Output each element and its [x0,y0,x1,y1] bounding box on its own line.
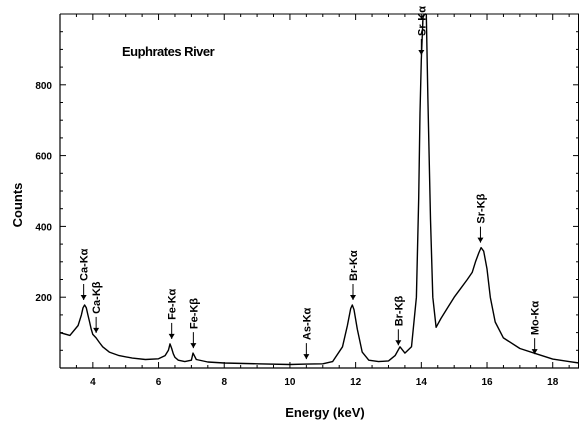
y-tick-label: 800 [35,81,52,92]
x-tick-label: 18 [547,377,559,388]
y-tick-label: 200 [35,293,52,304]
x-tick-label: 4 [90,377,96,388]
peak-label: Br-Kβ [393,295,405,326]
peak-arrow-head [80,294,87,300]
series-line-0 [60,14,579,366]
x-tick-label: 14 [416,377,428,388]
x-tick-label: 12 [350,377,362,388]
peak-arrow-head [93,327,100,333]
x-tick-label: 10 [284,377,296,388]
peak-label: Ca-Kβ [91,281,103,314]
peak-arrow-head [477,237,484,243]
peak-arrow-head [168,333,175,339]
series-layer [60,14,579,366]
peak-arrow-head [303,354,310,360]
peak-arrow-head [350,294,357,300]
peak-label: Ca-Kα [79,248,91,281]
y-axis-title: Counts [10,183,25,228]
y-tick-label: 600 [35,152,52,163]
peak-label: As-Kα [301,307,313,340]
peak-arrow-head [531,349,538,355]
peak-label: Sr-Kβ [475,193,487,223]
x-axis-title: Energy (keV) [285,405,364,420]
y-tick-label: 400 [35,222,52,233]
ticks: 4 6 8 10 12 14 16 18 200 400 600 800 [35,13,579,388]
x-tick-label: 6 [156,377,162,388]
peak-arrow-head [190,343,197,349]
peak-label: Fe-Kα [167,288,179,319]
peak-label: Fe-Kβ [188,298,200,329]
chart-title: Euphrates River [122,44,215,59]
peak-label: Mo-Kα [530,301,542,335]
x-tick-label: 16 [481,377,493,388]
peak-arrow-head [395,340,402,346]
axes [59,13,579,369]
peak-label: Sr-Kα [416,6,428,36]
x-tick-label: 8 [221,377,227,388]
peak-arrow-head [418,50,425,56]
peak-label: Br-Kα [348,250,360,281]
